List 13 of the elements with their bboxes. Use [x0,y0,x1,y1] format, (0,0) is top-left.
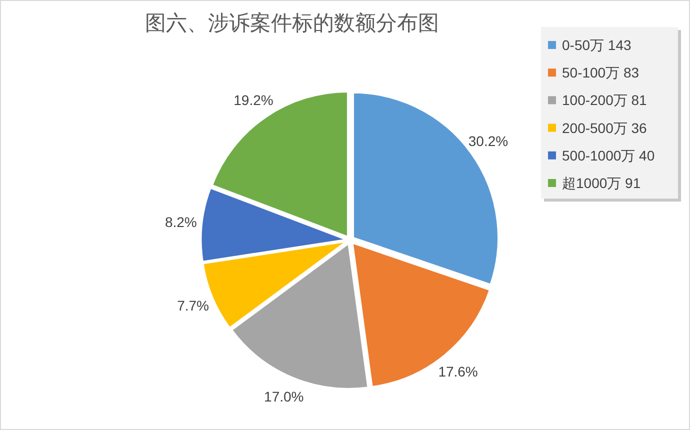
data-label: 17.6% [438,363,478,380]
legend-label: 500-1000万 40 [562,147,655,164]
legend-label: 超1000万 91 [562,175,641,191]
legend-label: 50-100万 83 [562,64,640,81]
data-label: 7.7% [177,297,210,314]
data-label: 8.2% [164,214,197,230]
legend-label: 100-200万 81 [562,92,648,108]
legend-label: 200-500万 36 [562,120,648,136]
data-label: 17.0% [264,388,304,405]
data-label: 30.2% [468,133,508,150]
legend-label: 0-50万 143 [562,37,632,53]
chart-title: 图六、涉诉案件标的数额分布图 [145,11,439,35]
data-label: 19.2% [234,92,274,108]
